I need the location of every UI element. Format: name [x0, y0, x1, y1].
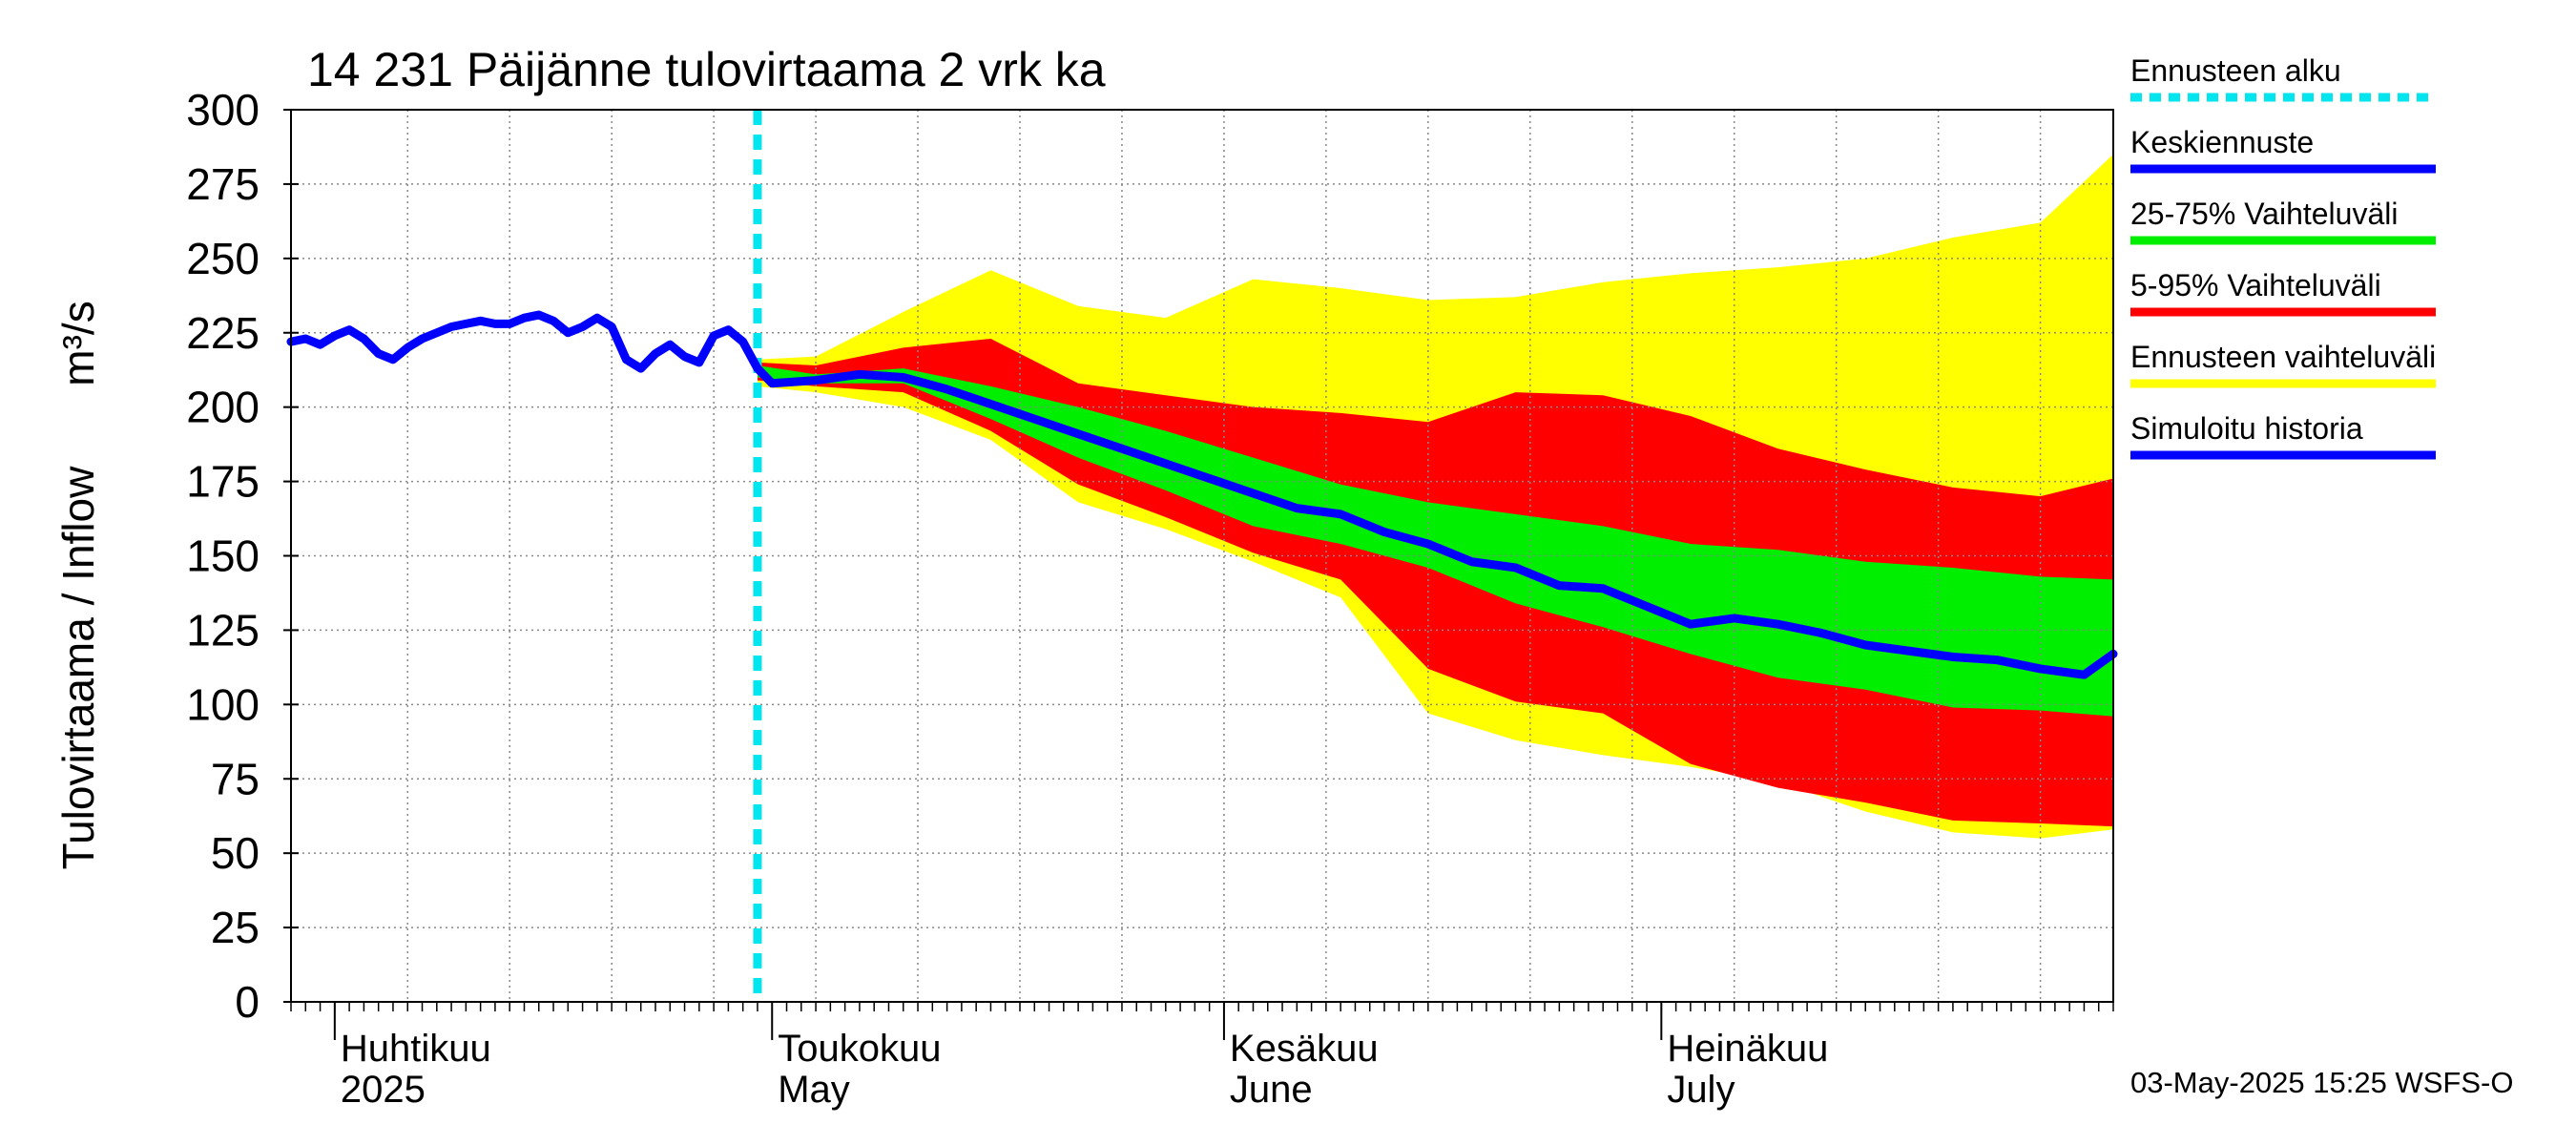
simulated-history-line — [286, 310, 762, 373]
y-tick-label: 0 — [235, 977, 260, 1027]
forecast-bands — [757, 154, 2114, 839]
band-p25-75 — [757, 365, 2114, 717]
month-label-fi: Huhtikuu — [341, 1028, 491, 1070]
y-axis-label: Tulovirtaama / Inflow — [53, 466, 103, 869]
legend: Ennusteen alku Keskiennuste 25-75% Vaihtel… — [2130, 53, 2436, 460]
chart-title: 14 231 Päijänne tulovirtaama 2 vrk ka — [307, 43, 1106, 96]
median-forecast-line — [753, 364, 2118, 679]
y-tick-label: 175 — [186, 457, 260, 507]
y-tick-label: 225 — [186, 308, 260, 358]
y-tick-label: 50 — [211, 828, 260, 878]
legend-label: Keskiennuste — [2130, 125, 2314, 159]
y-axis: 0 25 50 75 100 125 150 175 200 225 250 275 300 — [186, 85, 299, 1027]
legend-label: Simuloitu historia — [2130, 411, 2363, 446]
month-label-en: May — [778, 1069, 850, 1111]
y-tick-label: 200 — [186, 383, 260, 432]
legend-label: Ennusteen vaihteluväli — [2130, 340, 2436, 374]
month-label-en: July — [1667, 1069, 1735, 1111]
series-lines — [286, 110, 2118, 1002]
month-label-en: 2025 — [341, 1069, 426, 1111]
month-label-en: June — [1230, 1069, 1313, 1111]
y-tick-label: 125 — [186, 605, 260, 655]
y-tick-label: 275 — [186, 159, 260, 209]
y-tick-label: 150 — [186, 531, 260, 581]
legend-label: 25-75% Vaihteluväli — [2130, 197, 2398, 231]
y-tick-label: 75 — [211, 754, 260, 803]
y-tick-label: 300 — [186, 85, 260, 135]
legend-label: 5-95% Vaihteluväli — [2130, 268, 2381, 302]
month-label-fi: Kesäkuu — [1230, 1028, 1379, 1070]
month-label-fi: Toukokuu — [778, 1028, 941, 1070]
y-tick-label: 250 — [186, 234, 260, 283]
month-label-fi: Heinäkuu — [1667, 1028, 1828, 1070]
y-tick-label: 25 — [211, 903, 260, 952]
grid-lines — [291, 110, 2113, 1002]
y-axis-unit: m³/s — [53, 301, 103, 385]
legend-label: Ennusteen alku — [2130, 53, 2341, 88]
timestamp: 03-May-2025 15:25 WSFS-O — [2130, 1066, 2513, 1099]
y-tick-label: 100 — [186, 679, 260, 729]
